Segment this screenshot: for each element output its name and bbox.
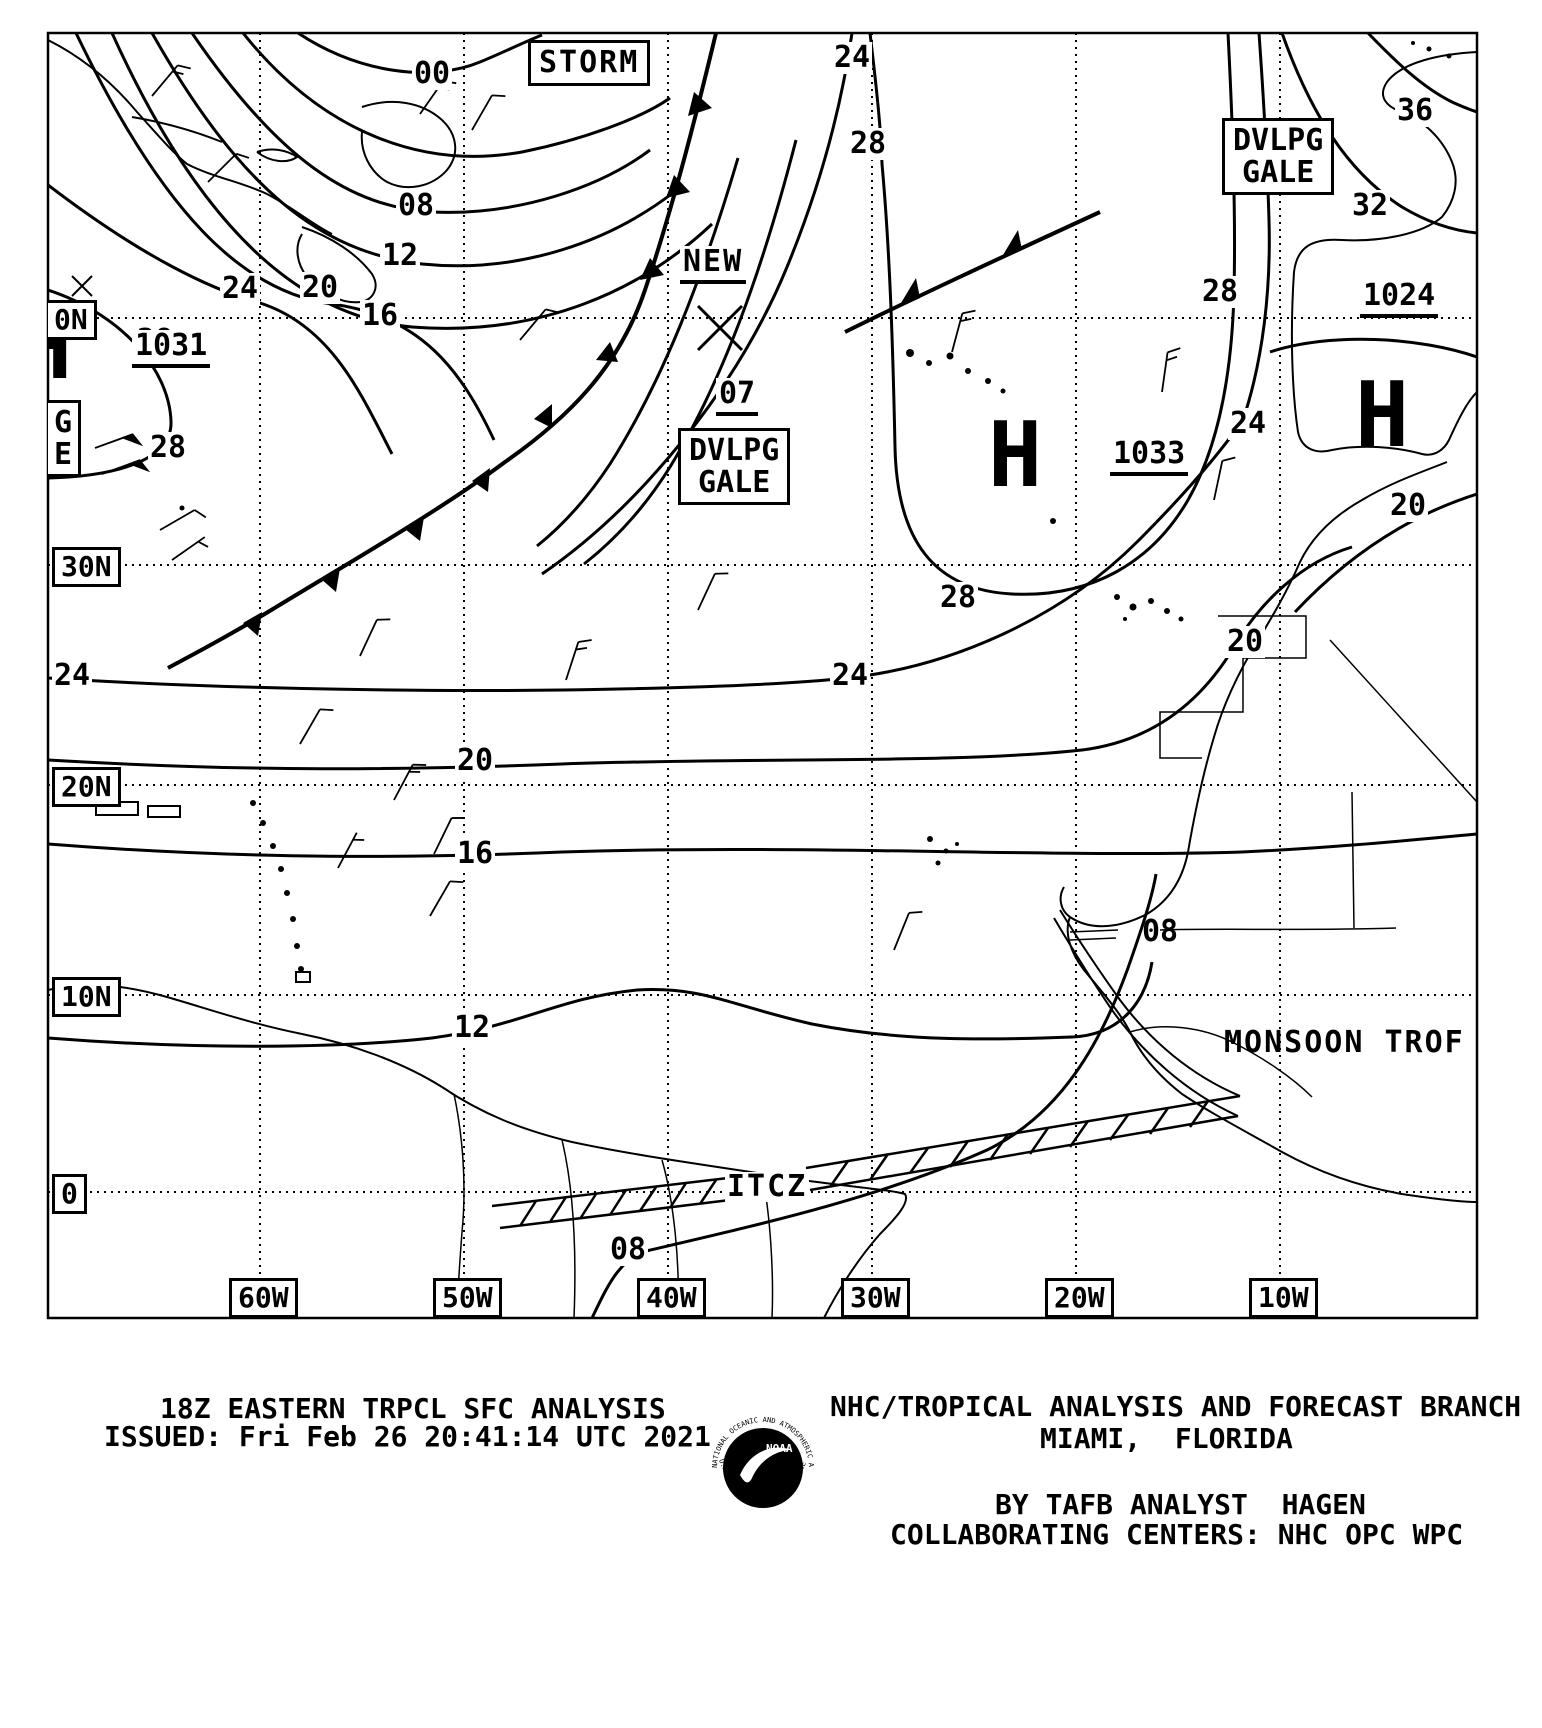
isobar-label-20r: 20 bbox=[1388, 488, 1429, 523]
pressure-value-07: 07 bbox=[716, 378, 759, 416]
isobar-label-24a: 24 bbox=[220, 271, 261, 306]
isobar-label-24r: 24 bbox=[1228, 406, 1269, 441]
new-low-label: NEW bbox=[680, 246, 747, 284]
gale-box-clipped: G E bbox=[48, 400, 82, 477]
isobar-label-20a: 20 bbox=[300, 270, 341, 305]
monsoon-trof-label: MONSOON TROF bbox=[1224, 1025, 1465, 1060]
isobar-label-00: 00 bbox=[412, 56, 453, 91]
issued-time: ISSUED: Fri Feb 26 20:41:14 UTC 2021 bbox=[104, 1420, 711, 1453]
dvlpg-gale-box-2: DVLPG GALE bbox=[1222, 118, 1335, 195]
lon-label-50w: 50W bbox=[433, 1278, 502, 1318]
lat-label-20n: 20N bbox=[52, 767, 121, 807]
isobar-label-24t: 24 bbox=[832, 40, 873, 75]
chart-title: 18Z EASTERN TRPCL SFC ANALYSIS bbox=[160, 1392, 666, 1425]
branch-location: MIAMI, FLORIDA bbox=[1040, 1422, 1293, 1455]
high-symbol-iberia: H bbox=[1355, 363, 1410, 468]
isobar-label-08s: 08 bbox=[1142, 914, 1179, 949]
map-border bbox=[46, 31, 1479, 1320]
political-borders bbox=[453, 615, 1477, 1318]
storm-warning-box: STORM bbox=[528, 40, 651, 86]
islands bbox=[179, 41, 1452, 972]
isobar-label-20z: 20 bbox=[455, 743, 496, 778]
isobar-label-28c: 28 bbox=[938, 580, 979, 615]
dvlpg-gale-box-1: DVLPG GALE bbox=[678, 428, 791, 505]
branch-name: NHC/TROPICAL ANALYSIS AND FORECAST BRANC… bbox=[830, 1390, 1522, 1423]
pressure-value-1033: 1033 bbox=[1110, 438, 1189, 476]
analyst-line: BY TAFB ANALYST HAGEN bbox=[995, 1488, 1366, 1521]
lon-label-10w: 10W bbox=[1249, 1278, 1318, 1318]
isobars bbox=[48, 33, 1477, 1318]
wind-barb-icon bbox=[94, 64, 1236, 951]
lat-label-30n: 30N bbox=[52, 547, 121, 587]
lon-label-20w: 20W bbox=[1045, 1278, 1114, 1318]
isobar-label-32: 32 bbox=[1350, 188, 1391, 223]
high-symbol-atlantic: H bbox=[988, 403, 1043, 508]
isobar-label-28t: 28 bbox=[848, 126, 889, 161]
lon-label-60w: 60W bbox=[229, 1278, 298, 1318]
lat-label-40n: 0N bbox=[48, 300, 97, 340]
lat-label-10n: 10N bbox=[52, 977, 121, 1017]
isobar-label-16a: 16 bbox=[360, 298, 401, 333]
svg-text:NOAA: NOAA bbox=[766, 1442, 793, 1455]
lon-label-40w: 40W bbox=[637, 1278, 706, 1318]
isobar-label-08a: 08 bbox=[396, 188, 437, 223]
graticule-grid bbox=[48, 33, 1477, 1318]
isobar-label-24z: 24 bbox=[830, 658, 871, 693]
coastline bbox=[48, 39, 1477, 1318]
cold-front bbox=[167, 33, 1101, 670]
pressure-value-1024: 1024 bbox=[1360, 280, 1439, 318]
itcz-band bbox=[491, 1094, 1241, 1230]
isobar-label-12a: 12 bbox=[380, 238, 421, 273]
isobar-label-08z: 08 bbox=[608, 1232, 649, 1267]
isobar-label-28r: 28 bbox=[1200, 274, 1241, 309]
isobar-label-24b: 24 bbox=[52, 658, 93, 693]
low-center-x-icon bbox=[71, 275, 744, 352]
isobar-label-20w: 20 bbox=[1225, 624, 1266, 659]
lon-label-30w: 30W bbox=[841, 1278, 910, 1318]
isobar-label-16z: 16 bbox=[455, 836, 496, 871]
lat-label-0: 0 bbox=[52, 1174, 87, 1214]
isobar-label-28b: 28 bbox=[148, 430, 189, 465]
isobar-label-36: 36 bbox=[1395, 93, 1436, 128]
monsoon-trough-line bbox=[1053, 909, 1241, 1117]
centers-line: COLLABORATING CENTERS: NHC OPC WPC bbox=[890, 1518, 1464, 1551]
itcz-label: ITCZ bbox=[725, 1169, 810, 1204]
pressure-value-1031: 1031 bbox=[132, 330, 211, 368]
isobar-label-12z: 12 bbox=[452, 1010, 493, 1045]
